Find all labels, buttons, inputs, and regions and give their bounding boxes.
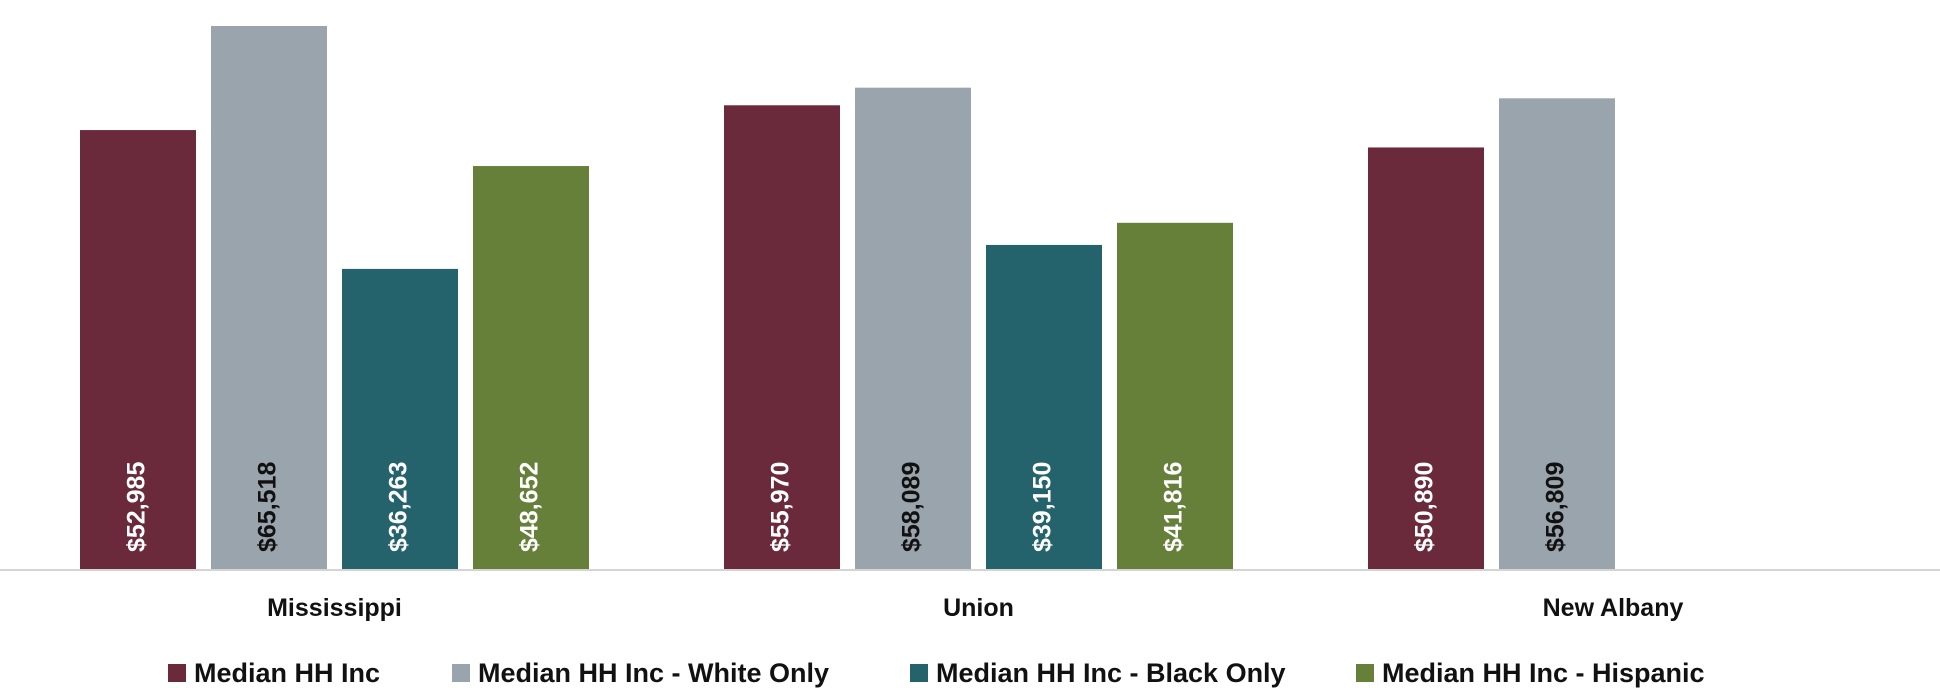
- bar-union-median-hh-inc-hispanic: [1117, 222, 1233, 571]
- data-label-union-median-hh-inc: $55,970: [767, 462, 795, 552]
- bar-union-median-hh-inc-white-only: [855, 87, 971, 570]
- category-label-new-albany: New Albany: [1543, 594, 1684, 622]
- data-label-union-median-hh-inc-black-only: $39,150: [1029, 462, 1057, 552]
- data-label-mississippi-median-hh-inc-hispanic: $48,652: [516, 462, 544, 552]
- legend-swatch-median-hh-inc-hispanic: [1356, 664, 1374, 682]
- bar-mississippi-median-hh-inc-black-only: [342, 268, 458, 570]
- category-label-union: Union: [943, 594, 1014, 622]
- data-label-new-albany-median-hh-inc: $50,890: [1411, 462, 1439, 552]
- data-label-mississippi-median-hh-inc: $52,985: [123, 462, 151, 552]
- bar-union-median-hh-inc: [724, 105, 840, 571]
- legend-label-median-hh-inc-hispanic: Median HH Inc - Hispanic: [1382, 658, 1705, 688]
- bar-mississippi-median-hh-inc: [80, 130, 196, 570]
- legend: Median HH Inc Median HH Inc - White Only M…: [168, 658, 1705, 688]
- data-label-union-median-hh-inc-hispanic: $41,816: [1160, 462, 1188, 552]
- legend-label-median-hh-inc: Median HH Inc: [194, 658, 380, 688]
- data-label-new-albany-median-hh-inc-white-only: $56,809: [1542, 462, 1570, 552]
- data-label-union-median-hh-inc-white-only: $58,089: [898, 462, 926, 552]
- legend-label-median-hh-inc-white-only: Median HH Inc - White Only: [478, 658, 829, 688]
- data-label-mississippi-median-hh-inc-black-only: $36,263: [385, 462, 413, 552]
- category-labels: Mississippi Union New Albany: [267, 594, 1683, 622]
- bar-mississippi-median-hh-inc-hispanic: [473, 166, 589, 571]
- legend-swatch-median-hh-inc-black-only: [910, 664, 928, 682]
- bar-mississippi-median-hh-inc-white-only: [211, 26, 327, 570]
- legend-swatch-median-hh-inc: [168, 664, 186, 682]
- bar-new-albany-median-hh-inc: [1368, 147, 1484, 570]
- legend-label-median-hh-inc-black-only: Median HH Inc - Black Only: [936, 658, 1286, 688]
- bar-union-median-hh-inc-black-only: [986, 244, 1102, 570]
- bars-group: $52,985 $65,518 $36,263 $48,652 $55,970 $58,0…: [80, 26, 1615, 571]
- bar-new-albany-median-hh-inc-white-only: [1499, 98, 1615, 571]
- legend-swatch-median-hh-inc-white-only: [452, 664, 470, 682]
- data-label-mississippi-median-hh-inc-white-only: $65,518: [254, 462, 282, 552]
- category-label-mississippi: Mississippi: [267, 594, 402, 622]
